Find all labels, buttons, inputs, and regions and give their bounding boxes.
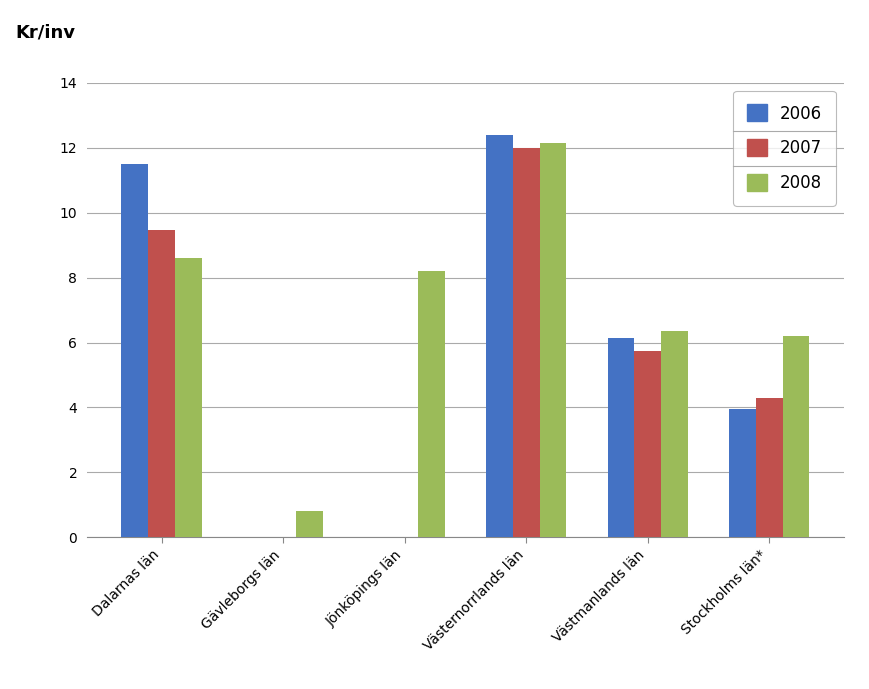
Bar bbox=[539, 143, 566, 537]
Bar bbox=[782, 336, 808, 537]
Bar bbox=[728, 409, 755, 537]
Bar bbox=[607, 338, 634, 537]
Bar bbox=[148, 230, 175, 537]
Bar bbox=[175, 258, 202, 537]
Bar bbox=[755, 398, 782, 537]
Bar bbox=[122, 164, 148, 537]
Bar bbox=[486, 134, 512, 537]
Text: Kr/inv: Kr/inv bbox=[15, 23, 75, 41]
Bar bbox=[418, 271, 444, 537]
Legend: 2006, 2007, 2008: 2006, 2007, 2008 bbox=[733, 91, 834, 205]
Bar bbox=[634, 351, 660, 537]
Bar bbox=[660, 331, 687, 537]
Bar bbox=[296, 511, 323, 537]
Bar bbox=[512, 147, 539, 537]
